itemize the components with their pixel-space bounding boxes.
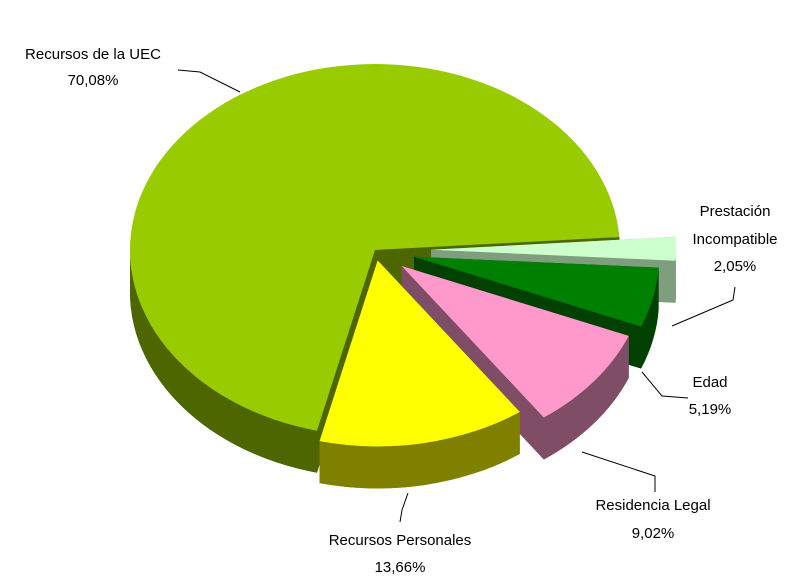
leader-line [177,69,241,93]
slice-side [319,411,520,489]
leader-line [581,451,656,492]
category-label: Residencia Legal [595,497,710,514]
slice [414,256,659,327]
leader-line [641,371,689,399]
pie [130,64,676,489]
category-label: Edad [692,374,727,391]
slice-side [641,267,659,369]
category-label: Recursos Personales [329,532,472,549]
value-label: 5,19% [689,401,732,418]
slice [130,64,620,431]
value-label: 2,05% [714,258,757,275]
value-label: 13,66% [375,559,426,576]
slice [430,236,676,261]
label-line-2: Incompatible [692,231,777,248]
leader-line [399,492,409,523]
slice [401,265,629,418]
label-line-1: Prestación [700,203,771,220]
slice [319,260,520,447]
leader-line [671,286,736,327]
category-label: Recursos de la UEC [25,46,161,63]
value-label: 70,08% [68,72,119,89]
leader-lines [177,69,736,523]
slice-side [130,250,317,473]
labels: Prestación Incompatible [692,203,777,248]
value-label: 9,02% [632,525,675,542]
slice-side [543,335,629,460]
